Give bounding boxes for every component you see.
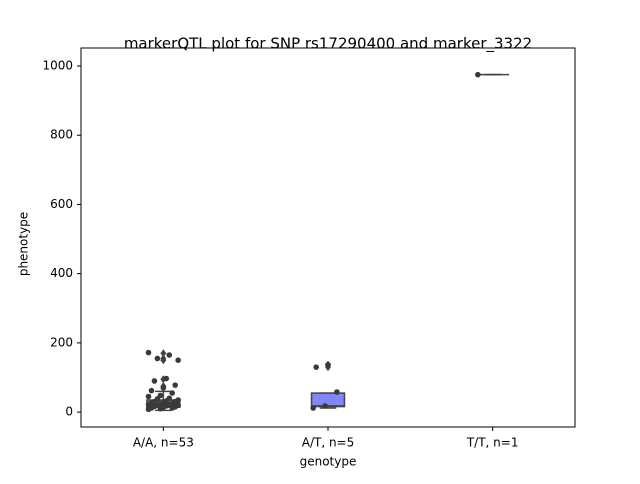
y-axis-label: phenotype xyxy=(17,212,31,276)
point xyxy=(154,355,161,362)
y-tick-label: 800 xyxy=(50,128,73,142)
point xyxy=(148,387,155,394)
point xyxy=(175,397,181,403)
point xyxy=(325,361,331,368)
point xyxy=(310,405,316,411)
point xyxy=(475,71,481,78)
point xyxy=(166,395,173,402)
point xyxy=(151,378,158,384)
y-tick-label: 1000 xyxy=(42,58,73,72)
point xyxy=(145,393,152,400)
box xyxy=(310,392,346,408)
x-axis-label: genotype xyxy=(300,455,357,469)
point xyxy=(313,364,319,370)
point xyxy=(322,403,328,409)
point xyxy=(145,349,152,356)
point xyxy=(160,385,167,391)
point xyxy=(334,389,340,395)
y-tick-label: 400 xyxy=(50,266,73,280)
point xyxy=(166,352,173,358)
point xyxy=(172,382,178,388)
plot-frame xyxy=(80,47,576,428)
point xyxy=(163,375,170,382)
x-tick-label: A/A, n=53 xyxy=(133,436,194,450)
chart-title: markerQTL plot for SNP rs17290400 and ma… xyxy=(124,35,532,54)
y-tick-label: 200 xyxy=(50,335,73,349)
flier xyxy=(160,354,167,363)
y-tick-label: 0 xyxy=(65,405,73,419)
flier xyxy=(160,349,167,358)
y-tick-label: 600 xyxy=(50,197,73,211)
point xyxy=(175,357,181,363)
point xyxy=(157,392,164,399)
x-tick-label: T/T, n=1 xyxy=(466,436,519,450)
x-tick-label: A/T, n=5 xyxy=(302,436,355,450)
point xyxy=(169,390,176,396)
